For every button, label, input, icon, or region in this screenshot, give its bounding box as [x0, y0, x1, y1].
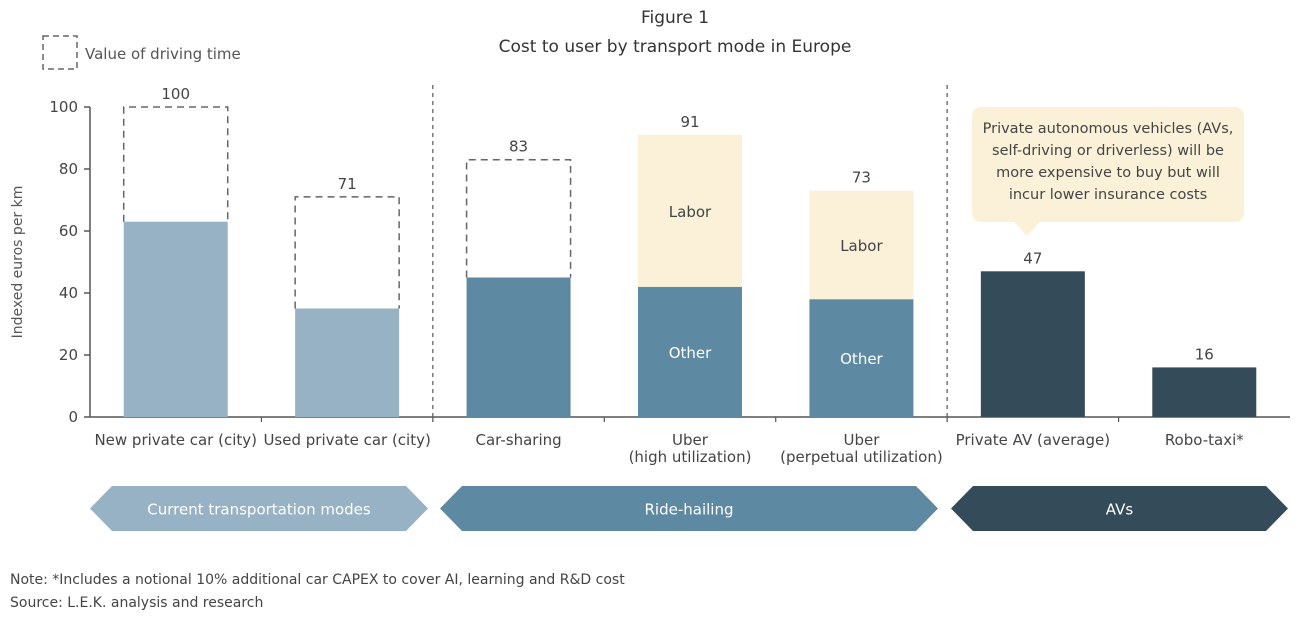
y-axis-label: Indexed euros per km	[10, 186, 26, 339]
other-label: Other	[840, 350, 883, 368]
bar-driving-time	[122, 106, 229, 222]
callout-text: self-driving or driverless) will be	[992, 143, 1224, 159]
note-text: Note: *Includes a notional 10% additiona…	[10, 572, 625, 588]
value-label: 100	[161, 85, 190, 103]
legend-label: Value of driving time	[85, 45, 241, 63]
legend-swatch-driving-time	[42, 35, 78, 70]
bar-base	[123, 221, 228, 417]
callout-box	[972, 107, 1244, 236]
chart-title: Figure 1	[641, 8, 709, 28]
y-tick-label: 100	[49, 98, 78, 116]
category-label: (perpetual utilization)	[780, 448, 943, 466]
y-tick-label: 0	[68, 408, 78, 426]
bar-labor	[638, 134, 742, 287]
category-label: New private car (city)	[94, 431, 257, 449]
group-label: Current transportation modes	[147, 501, 371, 519]
labor-label: Labor	[840, 237, 883, 255]
group-banner	[440, 486, 938, 531]
labor-label: Labor	[669, 203, 712, 221]
callout-text: more expensive to buy but will	[996, 165, 1220, 181]
category-label: Robo-taxi*	[1165, 431, 1244, 449]
category-label: Uber	[672, 431, 709, 449]
bar-driving-time	[465, 158, 572, 278]
bar-base	[638, 286, 742, 417]
bar-base	[809, 299, 914, 417]
value-label: 73	[852, 169, 871, 187]
value-label: 16	[1195, 345, 1214, 363]
y-tick-label: 40	[59, 284, 78, 302]
group-banner	[90, 486, 428, 531]
callout-text: Private autonomous vehicles (AVs,	[983, 121, 1234, 137]
y-tick-label: 60	[59, 222, 78, 240]
bar-labor	[809, 190, 914, 300]
category-label: Uber	[843, 431, 880, 449]
category-label: Used private car (city)	[263, 431, 430, 449]
value-label: 91	[680, 113, 699, 131]
group-label: AVs	[1106, 501, 1134, 519]
value-label: 83	[509, 138, 528, 156]
value-label: 71	[338, 175, 357, 193]
source-text: Source: L.E.K. analysis and research	[10, 595, 263, 611]
value-label: 47	[1023, 249, 1042, 267]
bar-driving-time	[294, 196, 400, 309]
other-label: Other	[669, 344, 712, 362]
group-banner	[951, 486, 1288, 531]
y-tick-label: 20	[59, 346, 78, 364]
category-label: Private AV (average)	[956, 431, 1111, 449]
bar-base	[1152, 367, 1257, 417]
category-label: Car-sharing	[475, 431, 561, 449]
bar-base	[980, 271, 1085, 417]
group-label: Ride-hailing	[645, 501, 734, 519]
bar-base	[295, 308, 400, 417]
callout-text: incur lower insurance costs	[1009, 187, 1207, 203]
category-label: (high utilization)	[629, 448, 752, 466]
bar-base	[466, 277, 571, 417]
y-tick-label: 80	[59, 160, 78, 178]
chart-subtitle: Cost to user by transport mode in Europe	[499, 37, 852, 57]
